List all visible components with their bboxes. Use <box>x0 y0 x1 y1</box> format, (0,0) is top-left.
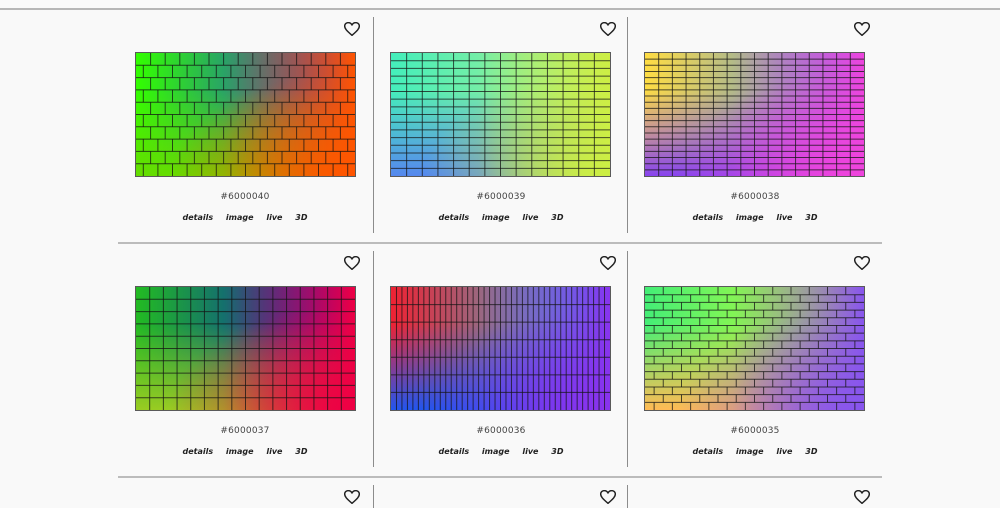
palette-grid-lines <box>645 53 864 176</box>
details-link[interactable]: details <box>438 447 470 456</box>
palette-id: #6000039 <box>476 192 526 202</box>
palette-card: #6000035 details image live 3D <box>627 251 882 467</box>
top-divider <box>0 8 1000 10</box>
details-link[interactable]: details <box>692 213 724 222</box>
palette-grid-lines <box>136 53 355 176</box>
3d-link[interactable]: 3D <box>551 447 564 456</box>
favorite-heart-icon[interactable] <box>600 490 616 504</box>
palette-card: #6000037 details image live 3D <box>118 251 372 467</box>
image-link[interactable]: image <box>225 213 254 222</box>
favorite-heart-icon[interactable] <box>854 22 870 36</box>
palette-card: #6000038 details image live 3D <box>627 17 882 233</box>
palette-swatch[interactable] <box>390 286 611 411</box>
palette-links: details image live 3D <box>118 447 372 456</box>
image-link[interactable]: image <box>481 447 510 456</box>
favorite-heart-icon[interactable] <box>854 256 870 270</box>
palette-id: #6000036 <box>476 426 526 436</box>
favorite-heart-icon[interactable] <box>600 256 616 270</box>
palette-card <box>373 485 628 508</box>
image-link[interactable]: image <box>225 447 254 456</box>
palette-card <box>118 485 372 508</box>
live-link[interactable]: live <box>522 213 539 222</box>
palette-id: #6000040 <box>220 192 270 202</box>
palette-links: details image live 3D <box>628 213 882 222</box>
palette-grid-lines <box>391 287 610 410</box>
palette-swatch[interactable] <box>135 286 356 411</box>
palette-links: details image live 3D <box>374 213 628 222</box>
details-link[interactable]: details <box>438 213 470 222</box>
palette-id: #6000037 <box>220 426 270 436</box>
palette-row: #6000037 details image live 3D #6000036 … <box>118 242 882 476</box>
palette-swatch[interactable] <box>135 52 356 177</box>
palette-links: details image live 3D <box>374 447 628 456</box>
image-link[interactable]: image <box>735 213 764 222</box>
favorite-heart-icon[interactable] <box>344 256 360 270</box>
live-link[interactable]: live <box>776 213 793 222</box>
3d-link[interactable]: 3D <box>551 213 564 222</box>
palette-grid: #6000040 details image live 3D #6000039 … <box>118 10 882 508</box>
favorite-heart-icon[interactable] <box>344 490 360 504</box>
3d-link[interactable]: 3D <box>295 447 308 456</box>
details-link[interactable]: details <box>182 447 214 456</box>
details-link[interactable]: details <box>692 447 724 456</box>
palette-card: #6000036 details image live 3D <box>373 251 628 467</box>
favorite-heart-icon[interactable] <box>854 490 870 504</box>
image-link[interactable]: image <box>735 447 764 456</box>
palette-links: details image live 3D <box>628 447 882 456</box>
details-link[interactable]: details <box>182 213 214 222</box>
palette-grid-lines <box>391 53 610 176</box>
palette-swatch[interactable] <box>644 286 865 411</box>
live-link[interactable]: live <box>266 447 283 456</box>
palette-grid-lines <box>136 287 355 410</box>
palette-card <box>627 485 882 508</box>
palette-id: #6000035 <box>730 426 780 436</box>
palette-id: #6000038 <box>730 192 780 202</box>
palette-links: details image live 3D <box>118 213 372 222</box>
3d-link[interactable]: 3D <box>805 213 818 222</box>
image-link[interactable]: image <box>481 213 510 222</box>
live-link[interactable]: live <box>266 213 283 222</box>
live-link[interactable]: live <box>522 447 539 456</box>
3d-link[interactable]: 3D <box>805 447 818 456</box>
favorite-heart-icon[interactable] <box>344 22 360 36</box>
palette-row <box>118 476 882 508</box>
palette-card: #6000040 details image live 3D <box>118 17 372 233</box>
palette-swatch[interactable] <box>390 52 611 177</box>
favorite-heart-icon[interactable] <box>600 22 616 36</box>
palette-grid-lines <box>645 287 864 410</box>
palette-swatch[interactable] <box>644 52 865 177</box>
3d-link[interactable]: 3D <box>295 213 308 222</box>
live-link[interactable]: live <box>776 447 793 456</box>
palette-row: #6000040 details image live 3D #6000039 … <box>118 10 882 242</box>
palette-card: #6000039 details image live 3D <box>373 17 628 233</box>
